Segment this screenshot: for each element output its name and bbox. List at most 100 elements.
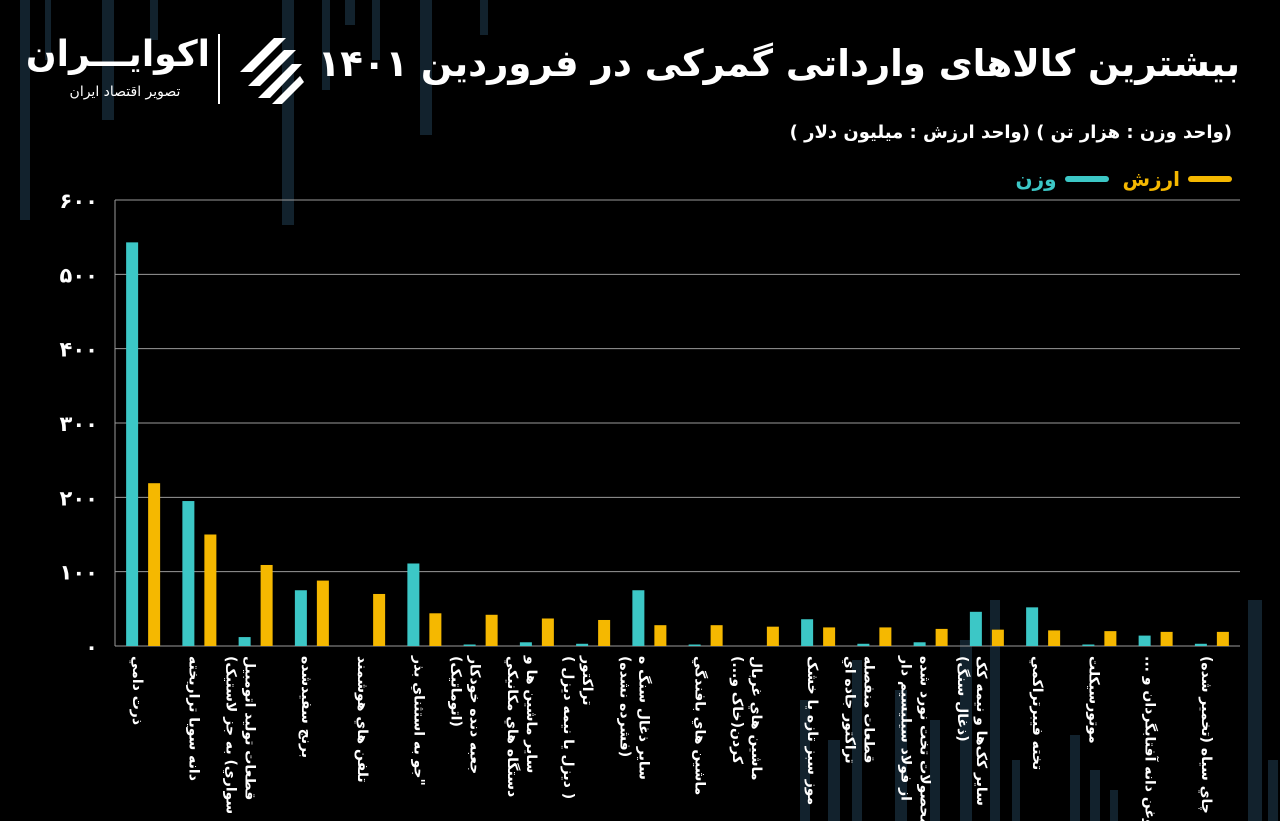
x-tick-label-line: دستگاه هاي مکانيکي	[503, 656, 521, 797]
x-tick-label-line: تخته فيبرتراکمي	[1029, 656, 1045, 770]
x-tick-label: تراکتور( ديزل يا نيمه ديزل )	[560, 655, 595, 799]
x-tick-label-line: چاي سياه (تخمير شده)	[1197, 656, 1214, 814]
bar-weight	[1082, 644, 1095, 646]
bar-weight	[913, 642, 926, 646]
bar-value	[204, 534, 217, 646]
x-tick-label: جعبه دنده خودکار(اتوماتيک)	[448, 655, 483, 774]
bar-weight	[294, 590, 307, 646]
bar-value	[1216, 631, 1229, 646]
bar-value	[485, 614, 498, 646]
bar-weight	[857, 643, 870, 646]
y-tick-label: ۶۰۰	[60, 189, 98, 213]
bar-weight	[576, 643, 589, 646]
bar-weight	[182, 501, 195, 646]
x-tick-label: ماشين هاي بافندگي	[691, 656, 709, 795]
x-tick-label-line: دانه سويا تراريخته	[185, 656, 201, 781]
bar-value	[1048, 630, 1061, 646]
bar-value	[260, 564, 273, 646]
bar-value	[935, 628, 948, 646]
x-tick-label: برنج سفيدشده	[298, 656, 314, 758]
bar-weight	[126, 242, 139, 646]
x-tick-label-line: تراکتور جاده اي	[840, 656, 857, 764]
brand-logo-icon	[240, 38, 304, 104]
y-tick-label: ۴۰۰	[60, 338, 98, 362]
y-tick-label: ۰	[85, 635, 98, 659]
x-tick-label-line: سواري) به جز لاستيک)	[222, 656, 239, 814]
x-tick-label-line: ساير کک‌ها و نيمه کک	[973, 656, 989, 806]
brand-name: اکوایـــران	[25, 34, 210, 75]
y-tick-label: ۲۰۰	[60, 486, 98, 510]
x-tick-label-line: روغن دانه آفتابگردان و ...	[1142, 656, 1160, 821]
bar-value	[710, 625, 723, 646]
x-tick-label: روغن دانه آفتابگردان و ...	[1142, 656, 1160, 821]
y-tick-label: ۵۰۰	[60, 263, 98, 287]
page-title: بیشترین کالاهای وارداتی گمرکی در فروردین…	[317, 42, 1240, 85]
x-tick-label: ساير ذغال سنگ ه(فشرده نشده)	[616, 656, 652, 780]
x-tick-label: موز سبز تازه يا خشک	[804, 656, 820, 805]
bar-weight	[801, 619, 814, 646]
units-subtitle: (واحد وزن : هزار تن ) (واحد ارزش : میلیو…	[789, 122, 1232, 143]
x-tick-label-line: ( ديزل يا نيمه ديزل )	[560, 656, 576, 799]
x-tick-label-line: محصولات تخت نورد شده	[917, 656, 933, 821]
bar-value	[766, 626, 779, 646]
x-tick-label-line: قطعات توليد اتومبيل	[242, 656, 258, 800]
x-tick-label-line: موتورسيکلت	[1085, 656, 1101, 744]
x-tick-label-line: از فولاد سيليسيم دار	[898, 655, 914, 801]
bar-weight	[632, 590, 645, 646]
bar-value	[1104, 631, 1117, 646]
brand-divider	[218, 34, 220, 104]
y-tick-label: ۱۰۰	[60, 561, 98, 585]
x-tick-label-line: جعبه دنده خودکار	[467, 655, 483, 774]
x-tick-label: دانه سويا تراريخته	[185, 656, 201, 781]
bar-value	[316, 580, 329, 646]
x-tick-label-line: ماشين هاي غربال	[747, 656, 764, 780]
bar-weight	[463, 644, 476, 646]
bar-weight	[1194, 643, 1207, 646]
x-tick-label: تخته فيبرتراکمي	[1029, 656, 1045, 770]
legend-label-weight: وزن	[1015, 167, 1057, 191]
x-tick-label: "جو به استثناي بذر	[409, 655, 426, 786]
x-tick-label-line: ساير ماشين ها و	[523, 655, 539, 773]
x-tick-label: موتورسيکلت	[1085, 656, 1101, 744]
x-tick-label: ساير کک‌ها و نيمه کک(ذغال سنگ)	[954, 656, 989, 806]
brand-tagline: تصویر اقتصاد ایران	[69, 84, 181, 100]
bar-weight	[519, 642, 532, 646]
legend-label-value: ارزش	[1122, 167, 1180, 191]
legend-swatch-weight	[1064, 176, 1109, 182]
x-tick-label-line: ساير ذغال سنگ ه	[635, 656, 652, 780]
bar-weight	[1138, 635, 1151, 646]
bar-value	[1160, 631, 1173, 646]
bar-value	[991, 629, 1004, 646]
bar-value	[429, 613, 442, 646]
bar-weight	[688, 644, 701, 646]
legend-swatch-value	[1188, 176, 1232, 182]
x-tick-label-line: قطعات منفصله	[860, 656, 876, 763]
y-tick-label: ۳۰۰	[60, 412, 98, 436]
x-tick-label: ذرت دامي	[129, 656, 145, 725]
bar-value	[823, 627, 836, 646]
bar-value	[373, 593, 386, 646]
x-tick-label-line: ذرت دامي	[129, 656, 145, 725]
x-tick-label-line: تراکتور	[579, 655, 595, 705]
chart-legend: ارزش وزن	[1002, 166, 1232, 192]
bar-weight	[238, 637, 251, 646]
legend-item-weight: وزن	[1016, 167, 1109, 191]
x-tick-label-line: برنج سفيدشده	[298, 656, 314, 758]
x-tick-label-line: (اتوماتيک)	[448, 656, 464, 727]
bar-weight	[969, 611, 982, 646]
x-tick-label-line: کردن(خاک و...)	[729, 656, 745, 765]
x-tick-label-line: تلفن هاي هوشمند	[353, 656, 370, 783]
bar-value	[654, 625, 667, 646]
bar-value	[541, 618, 554, 646]
x-tick-label-line: (فشرده نشده)	[616, 656, 632, 757]
x-tick-label: تلفن هاي هوشمند	[353, 656, 370, 783]
x-tick-label-line: (ذغال سنگ)	[954, 656, 971, 742]
